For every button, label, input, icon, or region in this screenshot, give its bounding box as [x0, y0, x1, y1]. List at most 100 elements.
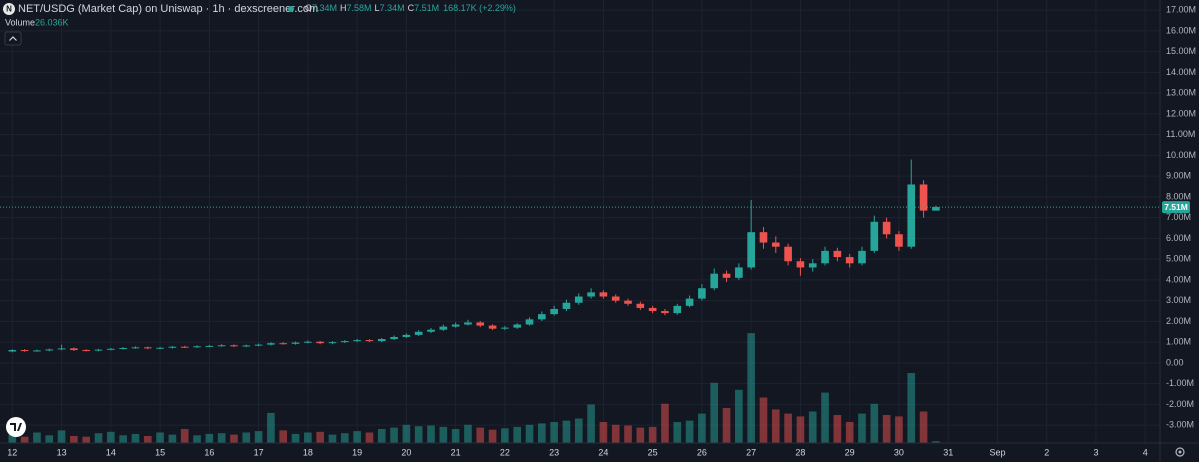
volume-bar: [636, 427, 645, 443]
volume-bar: [119, 435, 127, 443]
volume-bar: [267, 412, 275, 443]
volume-bar: [427, 425, 435, 443]
candle-body: [70, 348, 78, 351]
collapse-button[interactable]: [4, 31, 22, 46]
candle-body: [365, 340, 374, 342]
x-tick-label: 3: [1093, 447, 1098, 457]
candle-body: [525, 319, 534, 325]
y-tick-label: 5.00M: [1166, 254, 1191, 264]
volume-bar: [882, 415, 891, 443]
candle-body: [291, 342, 300, 344]
volume-bar: [599, 422, 608, 443]
candle-body: [193, 346, 201, 348]
candle-body: [254, 344, 263, 346]
candle-body: [353, 340, 361, 342]
volume-bar: [156, 432, 164, 443]
volume-bar: [648, 426, 657, 443]
volume-bar: [291, 433, 300, 443]
candle-body: [45, 349, 54, 351]
y-tick-label: 8.00M: [1166, 191, 1191, 201]
volume-bar: [525, 424, 534, 443]
volume-bar: [587, 404, 595, 443]
y-tick-label: -3.00M: [1166, 420, 1194, 430]
x-tick-label: 21: [451, 447, 461, 457]
x-tick-label: 13: [57, 447, 67, 457]
candle-body: [316, 341, 324, 344]
volume-bar: [353, 431, 361, 443]
x-tick-label: 14: [106, 447, 116, 457]
volume-bar: [143, 436, 152, 443]
candle-body: [550, 308, 558, 315]
candle-body: [328, 342, 337, 344]
y-tick-label: 9.00M: [1166, 171, 1191, 181]
y-tick-label: -1.00M: [1166, 378, 1194, 388]
volume-bar: [377, 429, 386, 443]
volume-bar: [870, 403, 879, 443]
candle-body: [574, 296, 583, 303]
y-tick-label: 13.00M: [1166, 88, 1196, 98]
candle-body: [340, 341, 349, 343]
volume-bar: [242, 432, 251, 443]
candle-body: [673, 305, 682, 314]
last-price-label: 7.51M: [1164, 202, 1188, 212]
candle-body: [402, 334, 411, 337]
candle-body: [796, 261, 805, 268]
ohlc-value: 7.51M: [414, 3, 439, 13]
y-tick-label: 2.00M: [1166, 316, 1191, 326]
volume-bar: [685, 420, 694, 443]
candle-body: [513, 324, 522, 328]
token-logo: [3, 3, 15, 15]
ohlc-key: C: [408, 3, 415, 13]
candle-body: [94, 349, 103, 351]
x-tick-label: 25: [648, 447, 658, 457]
candle-body: [230, 345, 238, 347]
status-dot: [288, 6, 294, 12]
candle-body: [833, 250, 842, 258]
candle-body: [168, 346, 177, 348]
volume-bar: [538, 423, 546, 443]
volume-bar: [180, 429, 189, 443]
candle-body: [501, 327, 509, 329]
volume-bar: [107, 431, 115, 443]
ohlc-value: 7.34M: [312, 3, 337, 13]
axes: 17.00M 16.00M 15.00M 14.00M 13.00M 12.00M 11.0…: [7, 5, 1196, 458]
y-tick-label: 17.00M: [1166, 5, 1196, 15]
change: 168.17K (+2.29%): [443, 3, 516, 13]
candle-body: [143, 347, 152, 349]
grid: [0, 0, 1160, 443]
y-tick-label: 11.00M: [1166, 129, 1195, 139]
candle-body: [156, 347, 164, 349]
candle-body: [710, 273, 719, 289]
settings-icon[interactable]: [1175, 447, 1185, 457]
candle-body: [698, 288, 706, 299]
y-tick-label: 0.00: [1166, 357, 1184, 367]
volume-bar: [365, 432, 374, 443]
volume-bar: [193, 435, 201, 443]
candle-body: [624, 300, 632, 304]
symbol-title[interactable]: NET/USDG (Market Cap) on Uniswap · 1h · …: [18, 3, 318, 15]
candle-body: [870, 221, 879, 251]
volume-bar: [476, 427, 485, 443]
candle-body: [587, 292, 595, 297]
candle-body: [242, 345, 251, 347]
candle-body: [932, 207, 940, 211]
candle-body: [304, 341, 312, 343]
candle-body: [414, 331, 423, 335]
volume-bar: [624, 425, 632, 443]
y-tick-label: 14.00M: [1166, 67, 1196, 77]
last-price-tag: [1162, 201, 1190, 214]
x-tick-label: 15: [155, 447, 165, 457]
ohlc-value: 7.34M: [380, 3, 405, 13]
volume-bar: [771, 409, 780, 443]
volume-bar: [574, 418, 583, 443]
volume-bar: [131, 433, 140, 443]
y-tick-label: 1.00M: [1166, 337, 1191, 347]
x-tick-label: 26: [697, 447, 707, 457]
candle-body: [611, 296, 620, 301]
candle-body: [488, 325, 497, 329]
volume-bar: [661, 403, 669, 443]
x-tick-label: Sep: [989, 447, 1005, 457]
volume-bar: [710, 382, 719, 443]
volume-value: 26.036K: [35, 17, 69, 27]
